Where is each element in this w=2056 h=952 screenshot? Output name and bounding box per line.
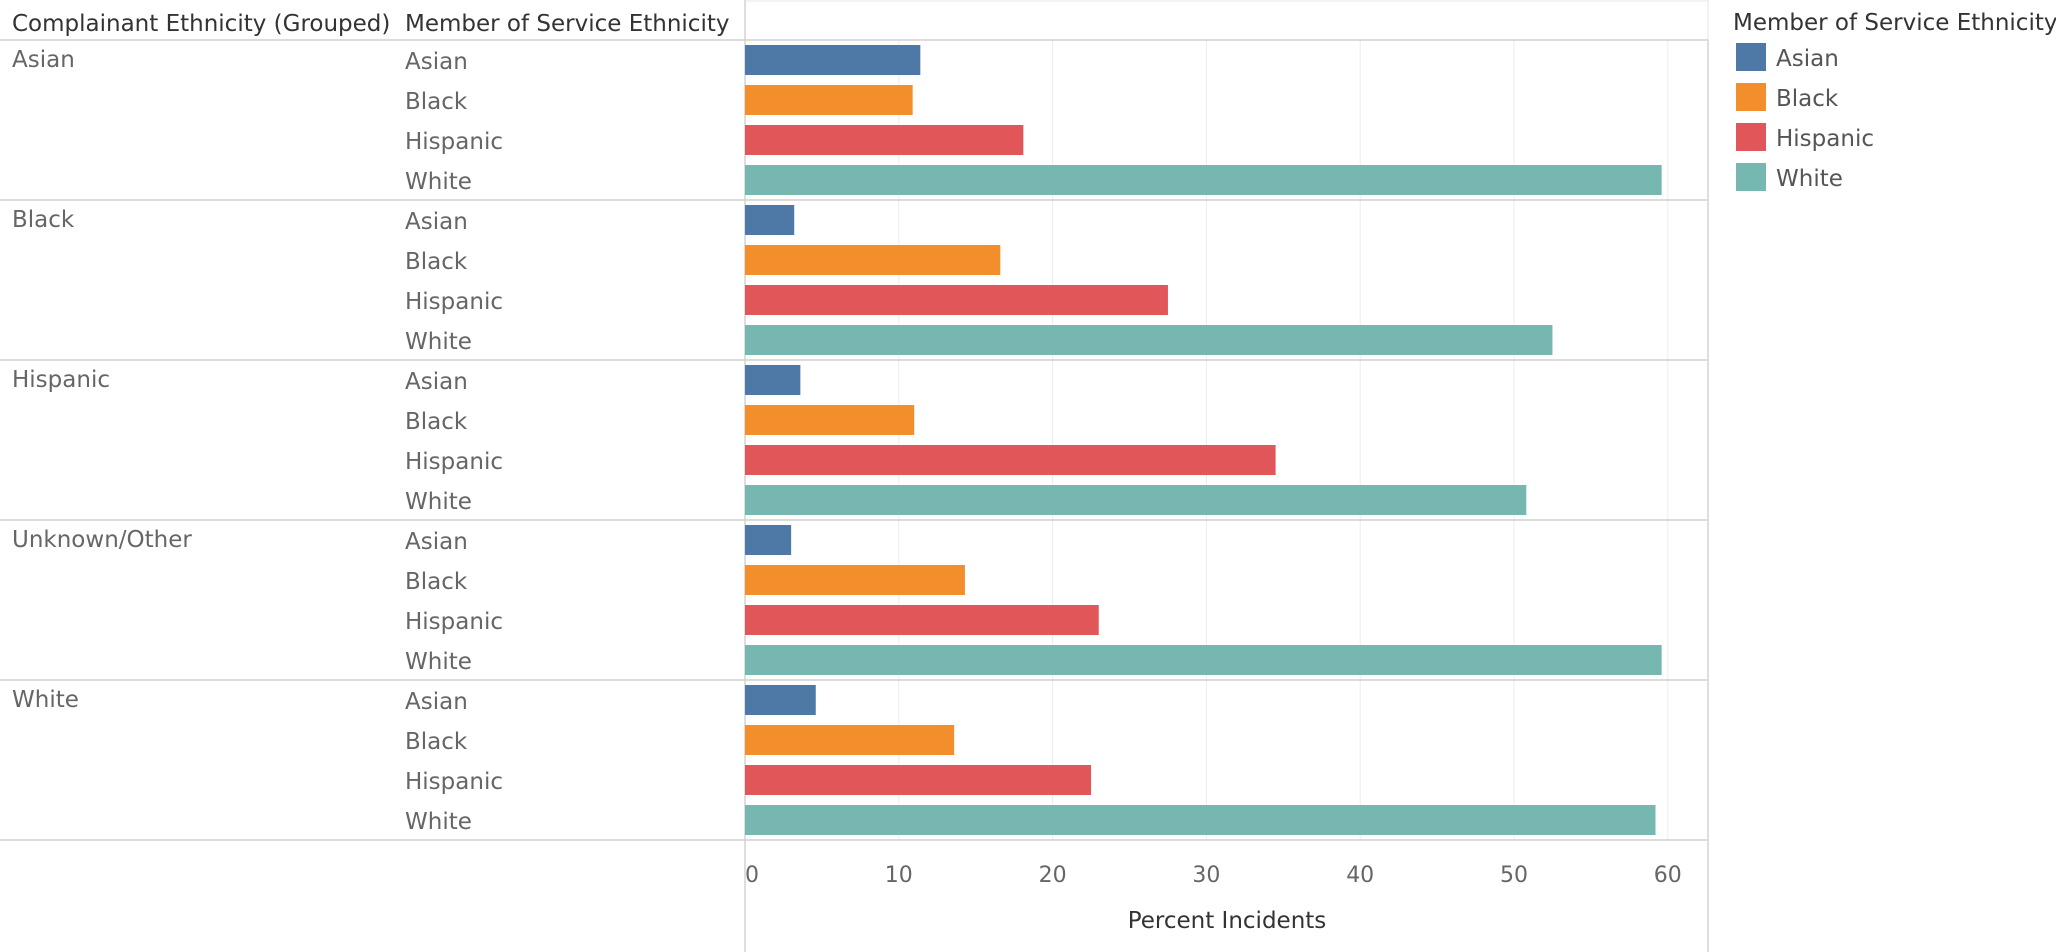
row-labels: Asian Asian Black Hispanic White Black Asian Bl… <box>12 47 503 835</box>
row-label: Asian <box>405 529 468 555</box>
bar <box>745 765 1092 795</box>
bar <box>745 285 1168 315</box>
row-label: Hispanic <box>405 449 503 475</box>
x-tick-label: 60 <box>1654 863 1682 888</box>
bar <box>745 565 965 595</box>
row-label: Black <box>405 249 468 275</box>
legend-label: Asian <box>1776 46 1839 72</box>
bar <box>745 325 1553 355</box>
legend-title: Member of Service Ethnicity <box>1733 10 2056 36</box>
x-tick-label: 30 <box>1192 863 1220 888</box>
legend-label: Black <box>1776 86 1839 112</box>
row-label: Black <box>405 89 468 115</box>
bar <box>745 685 816 715</box>
x-tick-label: 50 <box>1500 863 1528 888</box>
x-tick-label: 0 <box>745 863 759 888</box>
group-label: Unknown/Other <box>12 527 192 553</box>
x-tick-label: 10 <box>885 863 913 888</box>
row-label: White <box>405 809 472 835</box>
row-column-header: Member of Service Ethnicity <box>405 11 729 37</box>
group-label: Hispanic <box>12 367 110 393</box>
row-label: Hispanic <box>405 289 503 315</box>
legend-swatch <box>1736 43 1766 71</box>
group-label: White <box>12 687 79 713</box>
row-label: Black <box>405 409 468 435</box>
bar <box>745 445 1276 475</box>
bar <box>745 525 792 555</box>
row-label: Hispanic <box>405 609 503 635</box>
bar <box>745 85 913 115</box>
legend: Member of Service Ethnicity Asian Black Hi… <box>1733 10 2056 192</box>
bar <box>745 125 1024 155</box>
bar <box>745 725 955 755</box>
group-column-header: Complainant Ethnicity (Grouped) <box>12 11 390 37</box>
row-label: Asian <box>405 689 468 715</box>
row-label: Hispanic <box>405 769 503 795</box>
row-label: Hispanic <box>405 129 503 155</box>
bar <box>745 205 795 235</box>
legend-swatch <box>1736 123 1766 151</box>
group-label: Asian <box>12 47 75 73</box>
row-label: Asian <box>405 49 468 75</box>
x-axis-ticks: 0 10 20 30 40 50 60 <box>745 863 1682 888</box>
bars <box>745 45 1662 835</box>
legend-label: White <box>1776 166 1843 192</box>
bar <box>745 645 1662 675</box>
chart-frame <box>0 0 1709 952</box>
legend-label: Hispanic <box>1776 126 1874 152</box>
bar <box>745 365 801 395</box>
row-label: White <box>405 169 472 195</box>
gridlines <box>898 40 1669 840</box>
x-tick-label: 40 <box>1346 863 1374 888</box>
x-tick-label: 20 <box>1039 863 1067 888</box>
bar <box>745 245 1001 275</box>
row-label: White <box>405 489 472 515</box>
row-label: Black <box>405 569 468 595</box>
bar <box>745 405 915 435</box>
bar <box>745 165 1662 195</box>
row-label: White <box>405 329 472 355</box>
bar <box>745 805 1656 835</box>
bar <box>745 485 1527 515</box>
row-label: Asian <box>405 209 468 235</box>
bar <box>745 605 1099 635</box>
row-label: Asian <box>405 369 468 395</box>
row-label: Black <box>405 729 468 755</box>
bar <box>745 45 921 75</box>
legend-swatch <box>1736 163 1766 191</box>
legend-swatch <box>1736 83 1766 111</box>
row-label: White <box>405 649 472 675</box>
group-label: Black <box>12 207 75 233</box>
x-axis-title: Percent Incidents <box>1128 908 1327 934</box>
